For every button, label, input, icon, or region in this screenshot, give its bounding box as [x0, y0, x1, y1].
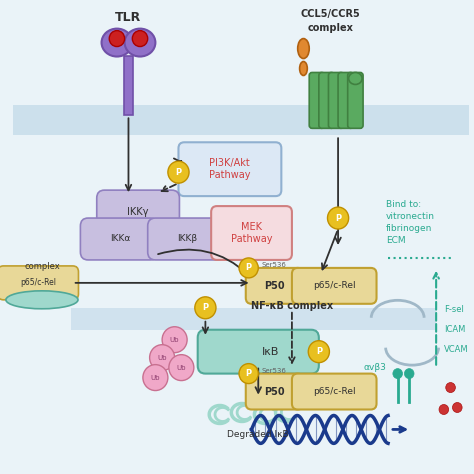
Text: p65/c-Rel: p65/c-Rel — [313, 282, 356, 291]
Text: PI3K/Akt
Pathway: PI3K/Akt Pathway — [209, 158, 250, 180]
Text: P50: P50 — [264, 281, 285, 291]
Text: Bind to:
vitronectin
fibrinogen
ECM: Bind to: vitronectin fibrinogen ECM — [386, 200, 435, 245]
Text: IKKβ: IKKβ — [177, 235, 197, 244]
Circle shape — [150, 345, 174, 371]
Text: P: P — [246, 264, 252, 273]
Circle shape — [404, 369, 414, 379]
FancyBboxPatch shape — [246, 268, 303, 304]
Text: TLR: TLR — [115, 11, 142, 24]
Circle shape — [162, 327, 187, 353]
FancyBboxPatch shape — [338, 73, 354, 128]
Text: NF-κB complex: NF-κB complex — [251, 301, 333, 311]
Circle shape — [195, 297, 216, 319]
Text: Ub: Ub — [157, 355, 167, 361]
Text: complex: complex — [308, 23, 353, 33]
Circle shape — [328, 207, 349, 229]
Ellipse shape — [300, 62, 307, 75]
Text: IKKα: IKKα — [109, 235, 130, 244]
Text: P: P — [335, 214, 341, 223]
FancyBboxPatch shape — [319, 73, 334, 128]
Bar — [13, 105, 469, 135]
FancyBboxPatch shape — [97, 190, 180, 234]
Ellipse shape — [298, 38, 309, 58]
Text: Ser536: Ser536 — [261, 368, 286, 374]
FancyBboxPatch shape — [148, 218, 226, 260]
FancyBboxPatch shape — [348, 73, 363, 128]
Text: VCAM: VCAM — [444, 345, 468, 354]
Ellipse shape — [349, 73, 362, 84]
Ellipse shape — [101, 28, 132, 56]
FancyBboxPatch shape — [0, 266, 79, 300]
Circle shape — [132, 31, 148, 46]
Text: P: P — [202, 303, 209, 312]
Text: p65/c-Rel: p65/c-Rel — [20, 278, 56, 287]
Circle shape — [168, 161, 189, 183]
Text: IκB: IκB — [262, 346, 280, 356]
Text: complex: complex — [25, 263, 60, 272]
Ellipse shape — [125, 28, 155, 56]
Circle shape — [239, 364, 258, 383]
Circle shape — [446, 383, 456, 392]
FancyBboxPatch shape — [179, 142, 282, 196]
Text: MEK
Pathway: MEK Pathway — [231, 222, 272, 244]
FancyBboxPatch shape — [309, 73, 325, 128]
Text: Ser536: Ser536 — [261, 262, 286, 268]
Text: Ub: Ub — [177, 365, 186, 371]
FancyBboxPatch shape — [292, 268, 376, 304]
FancyBboxPatch shape — [292, 374, 376, 410]
Circle shape — [439, 404, 448, 414]
Circle shape — [453, 402, 462, 412]
Bar — [124, 55, 133, 115]
FancyBboxPatch shape — [328, 73, 344, 128]
Ellipse shape — [6, 291, 78, 309]
Circle shape — [239, 258, 258, 278]
Text: p65/c-Rel: p65/c-Rel — [313, 387, 356, 396]
Text: αvβ3: αvβ3 — [363, 363, 386, 372]
Text: CCL5/CCR5: CCL5/CCR5 — [301, 9, 360, 18]
FancyBboxPatch shape — [211, 206, 292, 260]
Text: Ub: Ub — [151, 374, 160, 381]
Text: IKKγ: IKKγ — [128, 207, 149, 217]
Circle shape — [143, 365, 168, 391]
Circle shape — [393, 369, 402, 379]
Text: Degraded IκB: Degraded IκB — [228, 430, 289, 439]
Text: ICAM: ICAM — [444, 325, 465, 334]
Text: P: P — [316, 347, 322, 356]
Circle shape — [169, 355, 194, 381]
Bar — [71, 308, 436, 330]
FancyBboxPatch shape — [246, 374, 303, 410]
Text: F-sel: F-sel — [444, 305, 464, 314]
Circle shape — [109, 31, 125, 46]
FancyBboxPatch shape — [81, 218, 158, 260]
FancyBboxPatch shape — [198, 330, 319, 374]
Text: P: P — [246, 369, 252, 378]
Text: Ub: Ub — [170, 337, 179, 343]
Text: P: P — [175, 168, 182, 177]
Text: P50: P50 — [264, 386, 285, 397]
Circle shape — [308, 341, 329, 363]
